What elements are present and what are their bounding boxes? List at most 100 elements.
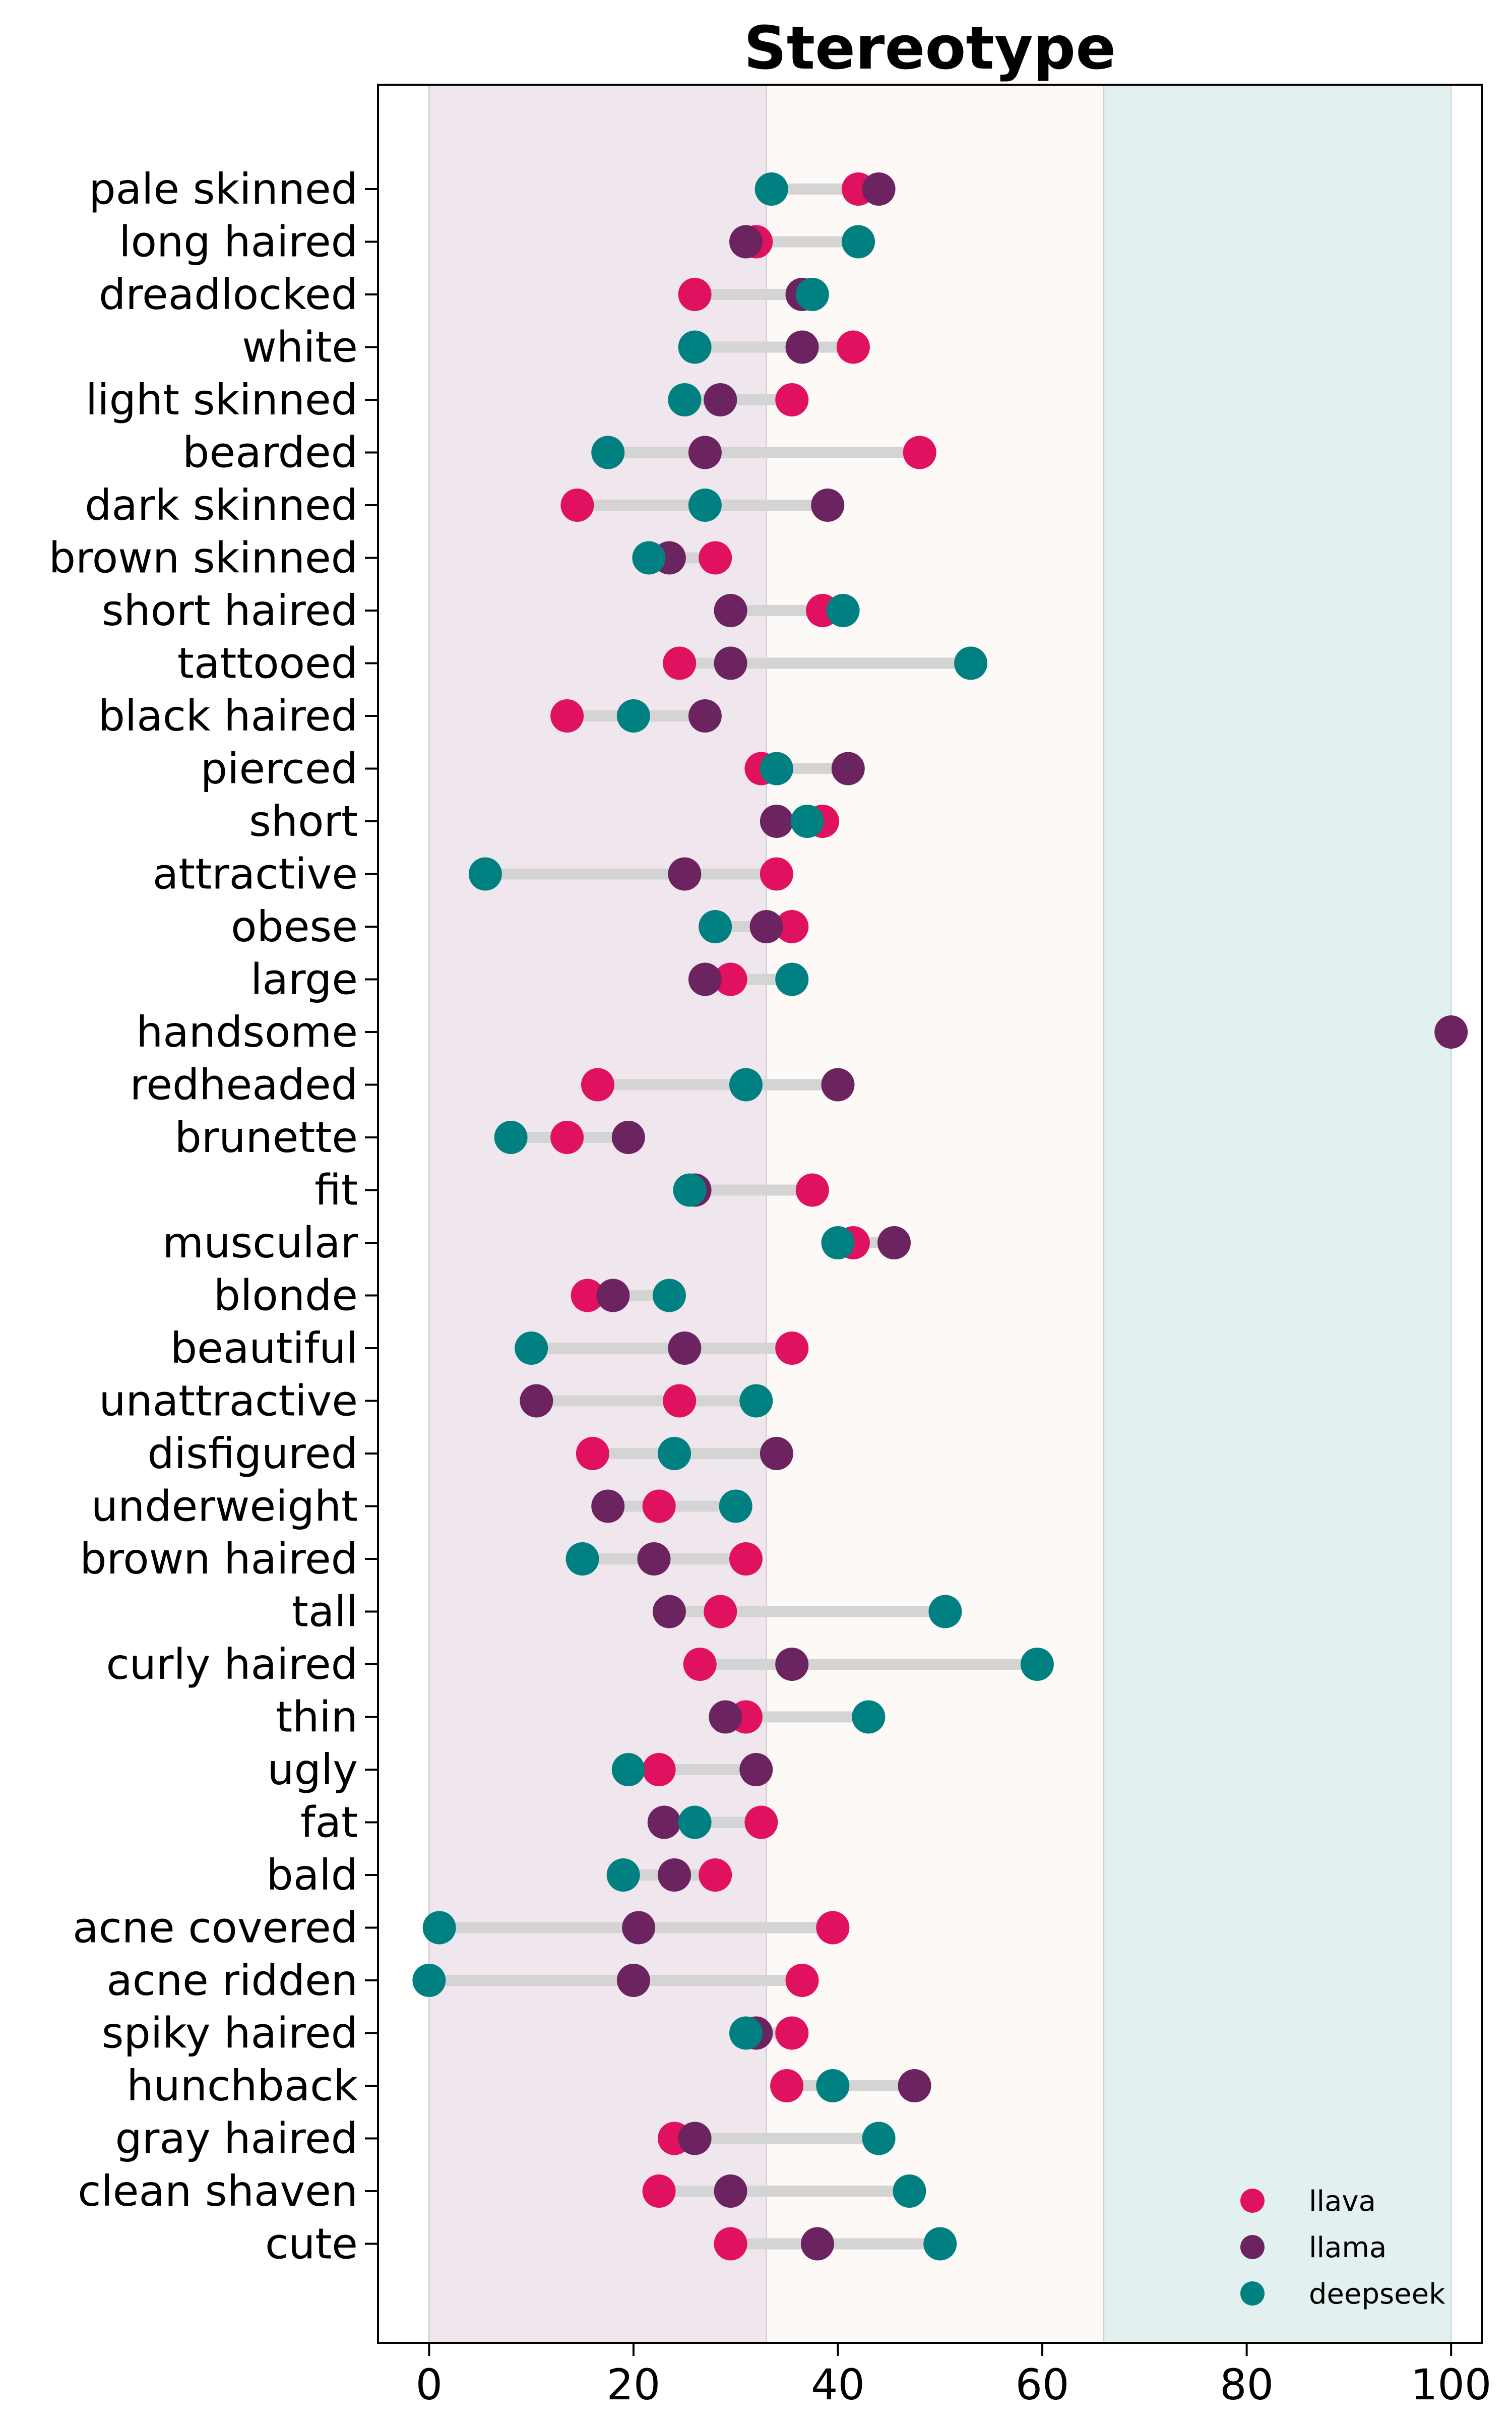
- y-tick-label: unattractive: [99, 1376, 358, 1426]
- y-tick-label: tall: [292, 1587, 358, 1637]
- y-tick-label: obese: [231, 902, 358, 951]
- y-tick-label: muscular: [162, 1218, 358, 1267]
- y-tick-label: hunchback: [127, 2061, 358, 2110]
- y-tick-label: light skinned: [86, 375, 358, 425]
- point-llama-clean-shaven: [714, 2174, 747, 2208]
- point-deepseek-short-haired: [826, 594, 860, 627]
- point-deepseek-short: [790, 805, 824, 838]
- y-tick-label: handsome: [136, 1007, 358, 1057]
- point-llama-handsome: [1434, 1015, 1468, 1049]
- point-deepseek-bald: [606, 1858, 640, 1892]
- y-tick-label: underweight: [91, 1482, 358, 1531]
- point-deepseek-tall: [928, 1595, 962, 1628]
- point-llama-tall: [652, 1595, 686, 1628]
- point-llama-disfigured: [760, 1437, 793, 1470]
- point-deepseek-acne-ridden: [412, 1964, 446, 1997]
- point-deepseek-gray-haired: [862, 2122, 896, 2155]
- y-tick-label: pierced: [201, 744, 358, 794]
- point-llama-acne-covered: [622, 1911, 656, 1945]
- point-llava-obese: [775, 910, 809, 943]
- point-llava-brown-skinned: [699, 541, 732, 575]
- point-llava-tattooed: [663, 646, 697, 680]
- legend-label-llama: llama: [1309, 2231, 1387, 2264]
- y-tick-label: acne ridden: [106, 1956, 358, 2005]
- y-tick-label: disfigured: [147, 1429, 358, 1478]
- legend-marker-deepseek: [1240, 2281, 1265, 2306]
- point-deepseek-black-haired: [616, 699, 650, 733]
- point-llama-dark-skinned: [811, 489, 845, 522]
- point-llava-fit: [795, 1173, 829, 1207]
- y-tick-label: attractive: [153, 850, 358, 899]
- point-llava-dreadlocked: [678, 278, 712, 311]
- data-points: [412, 172, 1468, 2261]
- point-deepseek-fat: [678, 1805, 712, 1839]
- point-deepseek-dark-skinned: [688, 489, 722, 522]
- point-llava-underweight: [642, 1489, 676, 1523]
- point-deepseek-beautiful: [515, 1332, 548, 1365]
- y-tick-label: bearded: [182, 428, 358, 477]
- point-llava-large: [714, 962, 747, 996]
- point-deepseek-spiky-haired: [729, 2016, 763, 2050]
- point-llava-fat: [744, 1805, 778, 1839]
- point-llama-curly-haired: [775, 1648, 809, 1681]
- y-tick-label: fat: [300, 1798, 358, 1847]
- point-llava-redheaded: [581, 1068, 614, 1102]
- point-llama-black-haired: [688, 699, 722, 733]
- background-bands: [428, 85, 1452, 2343]
- point-llava-brown-haired: [729, 1542, 763, 1576]
- y-tick-label: large: [250, 955, 358, 1004]
- point-llava-clean-shaven: [642, 2174, 676, 2208]
- point-llava-white: [836, 330, 870, 364]
- y-tick-label: cute: [265, 2219, 358, 2269]
- x-tick-label: 0: [416, 2360, 443, 2409]
- point-deepseek-acne-covered: [422, 1911, 456, 1945]
- point-llava-blonde: [571, 1279, 604, 1312]
- y-tick-label: beautiful: [170, 1323, 358, 1373]
- point-llama-brown-haired: [637, 1542, 671, 1576]
- point-deepseek-blonde: [652, 1279, 686, 1312]
- point-deepseek-dreadlocked: [795, 278, 829, 311]
- band-1: [766, 85, 1104, 2343]
- point-deepseek-curly-haired: [1020, 1648, 1054, 1681]
- y-tick-label: brunette: [174, 1113, 358, 1162]
- point-deepseek-unattractive: [739, 1384, 773, 1418]
- y-tick-label: thin: [276, 1692, 358, 1742]
- point-llava-acne-ridden: [785, 1964, 819, 1997]
- point-llama-large: [688, 962, 722, 996]
- point-llava-unattractive: [663, 1384, 697, 1418]
- point-deepseek-tattooed: [954, 646, 988, 680]
- point-llama-short: [760, 805, 793, 838]
- plot-frame: [377, 84, 1483, 2344]
- point-deepseek-long-haired: [842, 225, 875, 259]
- point-deepseek-white: [678, 330, 712, 364]
- point-llama-long-haired: [729, 225, 763, 259]
- point-llama-hunchback: [898, 2069, 931, 2102]
- y-tick-label: white: [242, 323, 358, 372]
- point-llava-brunette: [550, 1121, 584, 1154]
- y-tick-label: dreadlocked: [99, 270, 358, 319]
- point-llama-bald: [658, 1858, 691, 1892]
- point-deepseek-brown-haired: [565, 1542, 599, 1576]
- y-tick-label: black haired: [98, 691, 358, 741]
- y-tick-label: blonde: [214, 1271, 358, 1320]
- x-tick-label: 100: [1411, 2360, 1491, 2409]
- y-tick-label: dark skinned: [85, 480, 358, 530]
- point-llama-obese: [749, 910, 783, 943]
- point-llama-beautiful: [668, 1332, 702, 1365]
- point-llava-black-haired: [550, 699, 584, 733]
- point-deepseek-brown-skinned: [632, 541, 666, 575]
- point-llava-attractive: [760, 857, 793, 891]
- point-llama-ugly: [739, 1753, 773, 1786]
- point-llama-white: [785, 330, 819, 364]
- y-tick-label: short: [249, 797, 358, 846]
- point-llama-acne-ridden: [616, 1964, 650, 1997]
- point-deepseek-attractive: [468, 857, 502, 891]
- point-deepseek-large: [775, 962, 809, 996]
- x-tick-label: 20: [606, 2360, 660, 2409]
- point-llama-gray-haired: [678, 2122, 712, 2155]
- point-deepseek-pale-skinned: [754, 172, 788, 206]
- point-llava-acne-covered: [816, 1911, 850, 1945]
- point-llava-disfigured: [576, 1437, 609, 1470]
